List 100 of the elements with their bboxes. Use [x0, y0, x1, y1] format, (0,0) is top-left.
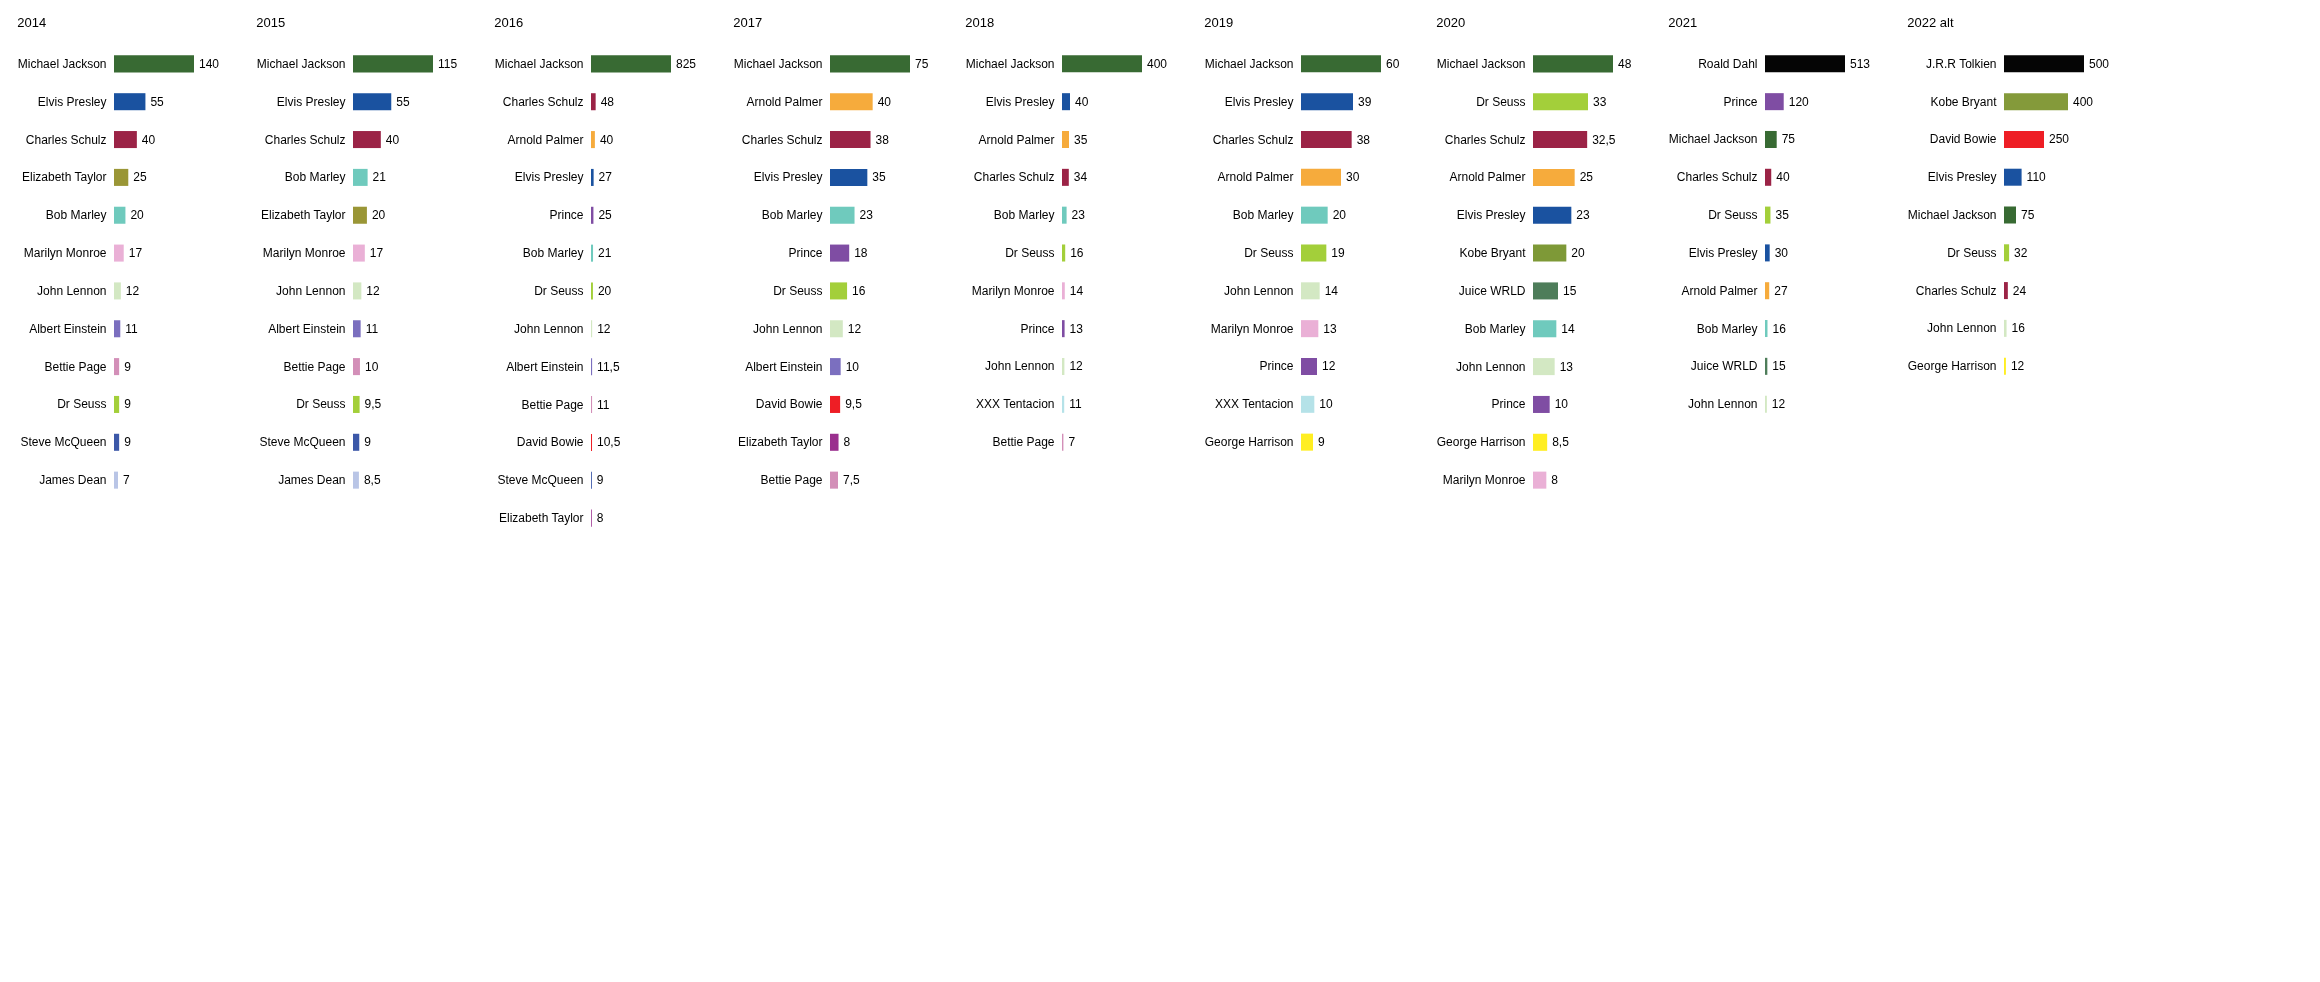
data-label: 140: [199, 56, 220, 71]
bar: [114, 433, 120, 451]
y-tick-label: Charles Schulz: [25, 132, 107, 147]
data-label: 10,5: [597, 435, 621, 450]
y-tick-label: Michael Jackson: [733, 56, 823, 71]
y-tick-label: Charles Schulz: [1444, 132, 1526, 147]
data-label: 40: [877, 94, 892, 109]
bar: [114, 55, 194, 73]
bar: [1301, 395, 1315, 413]
bar: [1062, 244, 1066, 262]
data-label: 8: [596, 511, 604, 526]
data-label: 7: [123, 473, 130, 488]
data-label: 19: [1331, 246, 1346, 260]
data-label: 7: [1068, 435, 1076, 450]
data-label: 400: [2073, 94, 2094, 109]
bar: [353, 358, 360, 376]
y-tick-label: Bettie Page: [283, 359, 346, 374]
y-tick-label: Arnold Palmer: [1217, 170, 1294, 185]
data-label: 27: [598, 170, 613, 185]
data-label: 10: [1319, 397, 1334, 412]
y-tick-label: Elvis Presley: [276, 94, 346, 109]
y-tick-label: Bob Marley: [1696, 321, 1758, 336]
bar: [114, 471, 118, 489]
data-label: 15: [1772, 359, 1787, 374]
bar: [1533, 93, 1588, 111]
y-tick-label: Elizabeth Taylor: [261, 208, 346, 223]
y-tick-label: Charles Schulz: [973, 170, 1055, 185]
bar: [1301, 93, 1353, 111]
data-label: 14: [1324, 283, 1339, 298]
y-tick-label: John Lennon: [37, 283, 107, 298]
data-label: 21: [372, 170, 387, 185]
data-label: 110: [2026, 170, 2047, 185]
data-label: 38: [1356, 132, 1371, 147]
y-tick-label: Arnold Palmer: [1449, 170, 1526, 185]
bar: [1765, 168, 1772, 186]
data-label: 75: [915, 56, 929, 71]
chart-title: 2020: [1436, 15, 1466, 30]
y-tick-label: Dr Seuss: [1005, 246, 1055, 260]
data-label: 120: [1788, 94, 1810, 109]
y-tick-label: George Harrison: [1907, 359, 1997, 374]
data-label: 12: [1069, 359, 1084, 374]
y-tick-label: George Harrison: [1204, 435, 1294, 450]
data-label: 48: [1618, 56, 1632, 71]
y-tick-label: Michael Jackson: [1907, 208, 1997, 222]
data-label: 39: [1358, 94, 1372, 109]
y-tick-label: Elizabeth Taylor: [738, 435, 823, 450]
data-label: 12: [847, 321, 862, 336]
bar: [830, 206, 855, 224]
bar: [1765, 130, 1777, 148]
data-label: 60: [1386, 56, 1400, 71]
y-tick-label: Bob Marley: [284, 170, 346, 185]
y-tick-label: Dr Seuss: [773, 283, 823, 298]
bar: [1533, 395, 1550, 413]
data-label: 9: [364, 435, 372, 450]
data-label: 23: [859, 208, 874, 223]
data-label: 9: [596, 473, 604, 488]
data-label: 825: [676, 56, 697, 71]
data-label: 18: [854, 246, 868, 261]
y-tick-label: George Harrison: [1436, 435, 1526, 450]
bar: [830, 282, 848, 300]
data-label: 75: [2021, 208, 2035, 222]
bar: [1062, 55, 1142, 73]
y-tick-label: Elvis Presley: [514, 170, 584, 185]
data-label: 9,5: [845, 397, 863, 412]
data-label: 35: [872, 170, 887, 185]
chart-title: 2017: [733, 15, 763, 30]
y-tick-label: Marilyn Monroe: [262, 246, 346, 261]
y-tick-label: Marilyn Monroe: [971, 283, 1055, 298]
data-label: 10: [1554, 397, 1569, 412]
data-label: 20: [597, 284, 612, 298]
data-label: 9: [1318, 435, 1325, 450]
data-label: 17: [128, 246, 143, 261]
y-tick-label: Elvis Presley: [753, 170, 823, 185]
y-tick-label: Bettie Page: [992, 435, 1055, 450]
data-label: 12: [1322, 359, 1336, 374]
data-label: 11: [125, 321, 139, 336]
data-label: 25: [133, 170, 147, 185]
data-label: 8: [843, 435, 851, 450]
y-tick-label: David Bowie: [1929, 132, 1997, 147]
bar: [1533, 55, 1613, 73]
data-label: 9: [124, 359, 132, 374]
y-tick-label: Albert Einstein: [506, 359, 584, 374]
data-label: 40: [1776, 170, 1790, 185]
y-tick-label: Bob Marley: [522, 246, 584, 261]
y-tick-label: Michael Jackson: [1204, 56, 1294, 71]
bar: [1533, 471, 1547, 489]
data-label: 25: [598, 208, 613, 223]
y-tick-label: Prince: [788, 246, 823, 261]
y-tick-label: Dr Seuss: [296, 397, 346, 412]
chart-title: 2019: [1204, 15, 1234, 30]
y-tick-label: Charles Schulz: [1676, 170, 1758, 185]
data-label: 11: [597, 397, 610, 412]
bar: [353, 93, 392, 111]
y-tick-label: Arnold Palmer: [1681, 283, 1758, 298]
y-tick-label: Bob Marley: [1232, 208, 1294, 223]
bar: [1533, 358, 1555, 376]
bar: [1533, 282, 1558, 300]
data-label: 250: [2049, 132, 2070, 147]
y-tick-label: Dr Seuss: [57, 397, 107, 412]
data-label: 20: [1332, 208, 1347, 223]
